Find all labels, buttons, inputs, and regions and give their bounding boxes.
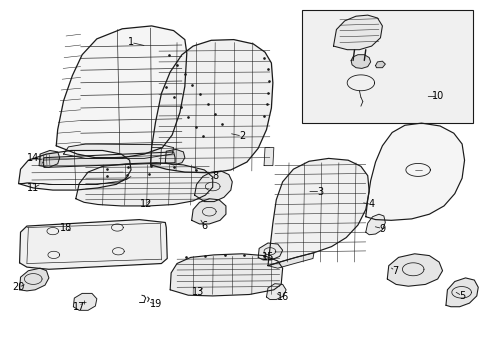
Polygon shape [19,150,131,190]
Polygon shape [150,148,161,165]
Text: 4: 4 [368,199,374,210]
Text: 16: 16 [276,292,288,302]
Bar [302,10,472,123]
Polygon shape [39,150,60,167]
Text: 7: 7 [391,266,397,276]
Polygon shape [20,268,49,291]
Polygon shape [386,254,442,286]
Polygon shape [170,254,282,296]
Polygon shape [194,171,232,202]
Polygon shape [264,148,273,166]
Text: 15: 15 [261,252,274,262]
Text: 5: 5 [458,291,464,301]
Polygon shape [333,15,382,50]
Text: 10: 10 [430,91,443,102]
Polygon shape [73,293,97,310]
Text: 18: 18 [60,222,72,233]
Polygon shape [365,123,464,220]
Text: 9: 9 [379,224,385,234]
Polygon shape [445,278,477,307]
Text: 3: 3 [317,186,323,197]
Polygon shape [375,61,385,68]
Text: 6: 6 [201,221,207,231]
Polygon shape [267,158,368,266]
Text: 13: 13 [191,287,204,297]
Polygon shape [267,253,313,268]
Text: 8: 8 [212,171,218,181]
Polygon shape [165,149,184,165]
Polygon shape [191,199,225,224]
Text: 17: 17 [73,302,85,312]
Polygon shape [266,284,285,300]
Polygon shape [365,214,385,235]
Text: 20: 20 [12,282,25,292]
Polygon shape [76,163,212,206]
Polygon shape [43,152,175,167]
Polygon shape [63,144,173,158]
Polygon shape [150,40,272,173]
Polygon shape [20,220,167,269]
Text: 19: 19 [150,299,163,309]
Polygon shape [56,26,186,158]
Text: 1: 1 [128,37,134,48]
Polygon shape [350,55,370,68]
Text: 12: 12 [139,199,152,210]
Text: 11: 11 [27,183,40,193]
Polygon shape [258,243,282,260]
Text: 2: 2 [239,131,244,141]
Text: 14: 14 [27,153,40,163]
